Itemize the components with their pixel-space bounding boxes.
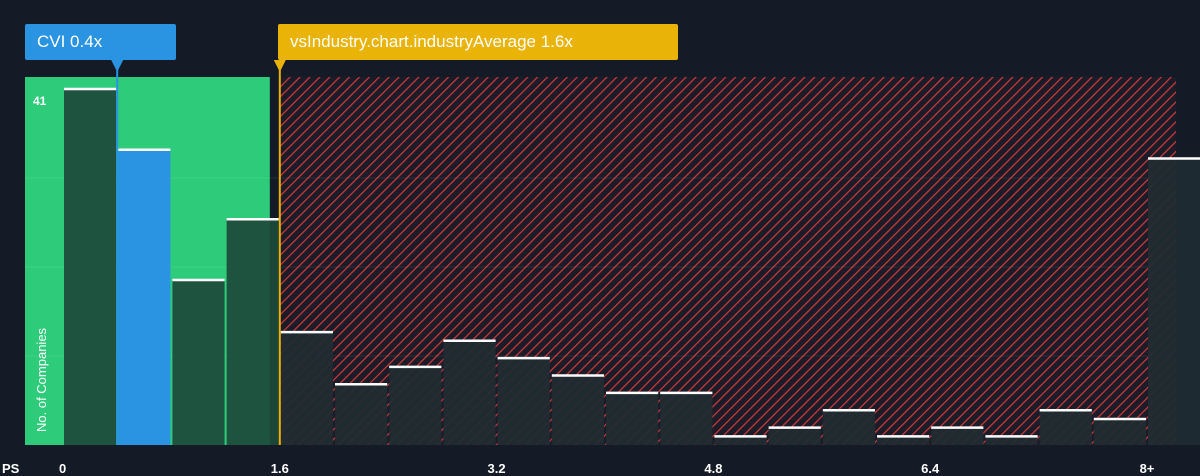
x-axis-label: PS — [2, 461, 20, 476]
histogram-bar-14 — [822, 410, 875, 445]
x-tick-label-5: 8+ — [1140, 461, 1155, 476]
histogram-bar-3 — [226, 219, 279, 445]
histogram-bar-13 — [768, 427, 821, 445]
histogram-bar-10 — [606, 392, 659, 445]
histogram-bar-4 — [280, 332, 333, 445]
histogram-bar-8 — [497, 358, 550, 445]
histogram-bar-15 — [877, 436, 930, 445]
company-callout: CVI 0.4x — [25, 24, 176, 60]
company-callout-pointer — [111, 60, 124, 72]
histogram-bar-11 — [660, 392, 713, 445]
histogram-bar-20 — [1148, 158, 1200, 445]
histogram-bar-16 — [931, 427, 984, 445]
x-tick-label-1: 1.6 — [271, 461, 289, 476]
x-tick-label-4: 6.4 — [921, 461, 940, 476]
histogram-bar-1 — [118, 149, 171, 445]
y-max-label: 41 — [33, 94, 47, 108]
histogram-bar-0 — [64, 89, 117, 445]
histogram-bar-2 — [172, 280, 225, 445]
x-tick-label-3: 4.8 — [704, 461, 722, 476]
x-tick-label-2: 3.2 — [488, 461, 506, 476]
x-tick-label-0: 0 — [59, 461, 66, 476]
histogram-bar-12 — [714, 436, 767, 445]
industry-callout-pointer — [273, 60, 286, 72]
histogram-bar-9 — [551, 375, 604, 445]
histogram-bar-18 — [1039, 410, 1092, 445]
histogram-bar-5 — [335, 384, 388, 445]
y-axis-label: No. of Companies — [34, 327, 49, 432]
histogram-bar-7 — [443, 340, 496, 445]
histogram-bar-17 — [985, 436, 1038, 445]
histogram-bar-19 — [1093, 418, 1146, 445]
industry-average-callout: vsIndustry.chart.industryAverage 1.6x — [278, 24, 678, 60]
histogram-bar-6 — [389, 366, 442, 445]
